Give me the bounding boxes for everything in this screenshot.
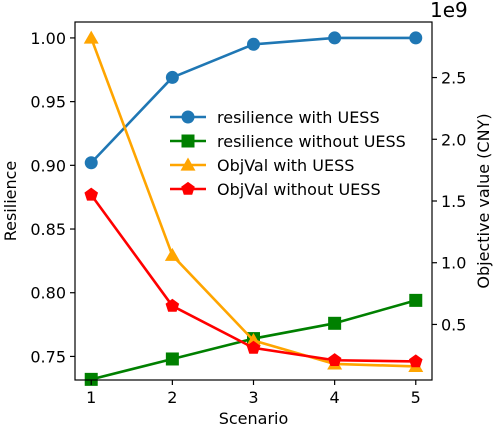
data-point-s2-2 <box>165 352 179 366</box>
data-point-s1-1 <box>84 156 98 170</box>
data-point-s4-3 <box>246 340 261 354</box>
x-tick-label: 5 <box>411 388 421 407</box>
left-y-axis-label: Resilience <box>1 161 20 242</box>
x-tick-label: 4 <box>330 388 340 407</box>
right-y-tick-label: 2.0 <box>441 130 466 149</box>
legend-marker-4 <box>181 181 195 195</box>
x-tick-label: 3 <box>248 388 258 407</box>
x-tick-label: 1 <box>86 388 96 407</box>
data-point-s3-3 <box>246 333 261 347</box>
data-point-s3-1 <box>83 30 99 44</box>
data-point-s2-1 <box>84 372 98 386</box>
legend-marker-3 <box>180 157 196 171</box>
legend: resilience with UESS resilience without U… <box>170 108 406 199</box>
legend-label-4: ObjVal without UESS <box>217 180 381 199</box>
x-tick-label: 2 <box>167 388 177 407</box>
left-y-tick-label: 1.00 <box>30 29 66 48</box>
legend-marker-2 <box>181 134 195 148</box>
left-y-tick-label: 0.90 <box>30 156 66 175</box>
right-y-tick-label: 1.5 <box>441 192 466 211</box>
right-y-axis-label: Objective value (CNY) <box>474 113 493 288</box>
right-axis-offset-label: 1e9 <box>430 0 468 22</box>
legend-marker-1 <box>181 110 195 124</box>
data-point-s4-2 <box>165 298 180 312</box>
legend-label-3: ObjVal with UESS <box>217 156 354 175</box>
right-y-tick-label: 0.5 <box>441 315 466 334</box>
data-point-s4-5 <box>408 354 423 368</box>
series-line-3 <box>90 37 416 368</box>
data-point-s1-2 <box>165 70 179 84</box>
x-axis-label: Scenario <box>219 409 289 428</box>
right-y-tick-label: 2.5 <box>441 69 466 88</box>
left-y-tick-label: 0.80 <box>30 284 66 303</box>
data-point-s2-4 <box>328 316 342 330</box>
legend-label-1: resilience with UESS <box>217 108 380 127</box>
data-point-s1-4 <box>328 31 342 45</box>
left-y-tick-label: 0.95 <box>30 93 66 112</box>
right-y-tick-label: 1.0 <box>441 254 466 273</box>
plot-frame <box>74 21 433 381</box>
data-point-s4-4 <box>327 353 342 367</box>
left-y-tick-label: 0.75 <box>30 347 66 366</box>
data-point-s2-5 <box>409 293 423 307</box>
legend-label-2: resilience without UESS <box>217 132 406 151</box>
plot-area <box>83 30 424 386</box>
data-point-s4-1 <box>84 187 99 201</box>
data-point-s3-2 <box>164 247 180 261</box>
data-point-s1-3 <box>247 37 260 51</box>
data-point-s1-5 <box>409 31 423 45</box>
left-y-tick-label: 0.85 <box>30 220 66 239</box>
